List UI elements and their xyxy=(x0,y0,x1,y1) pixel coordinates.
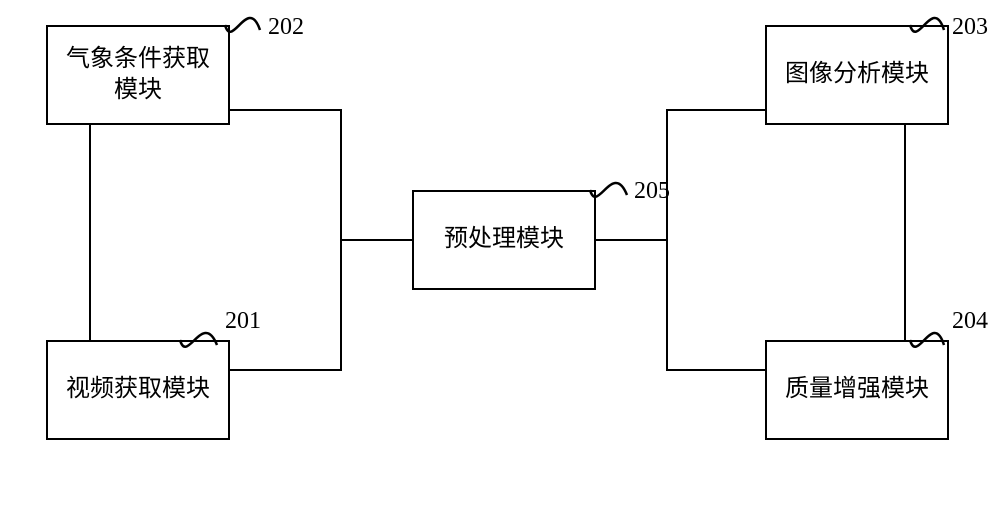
callout-label-201: 201 xyxy=(225,308,261,335)
callout-label-205: 205 xyxy=(634,178,670,205)
callout-squiggle-204 xyxy=(0,0,1000,506)
callout-label-202: 202 xyxy=(268,14,304,41)
callout-label-204: 204 xyxy=(952,308,988,335)
callout-label-203: 203 xyxy=(952,14,988,41)
block-diagram: 气象条件获取 模块 视频获取模块 预处理模块 图像分析模块 质量增强模块 202 xyxy=(0,0,1000,506)
